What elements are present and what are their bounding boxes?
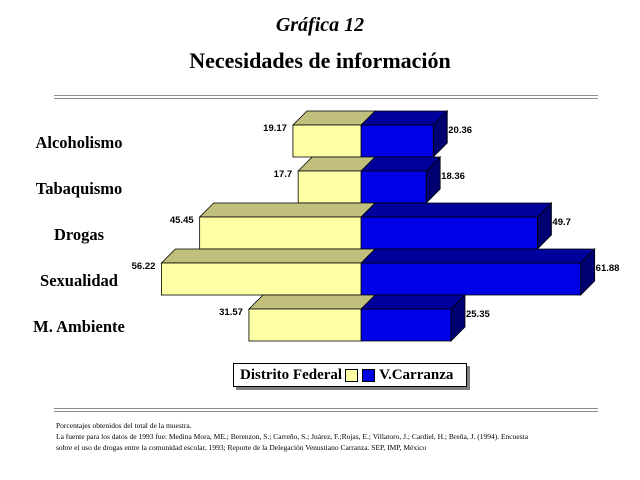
bar-distrito-federal-tabaquismo	[297, 170, 362, 204]
value-label-distrito-federal-sexualidad: 56.22	[132, 261, 156, 272]
value-label-vcarranza-alcoholismo: 20.36	[448, 125, 472, 136]
bar-vcarranza-sexualidad	[360, 262, 582, 296]
footnote-line-1: Porcentajes obtenidos del total de la mu…	[56, 421, 192, 430]
category-label-alcoholismo: Alcoholismo	[35, 133, 122, 152]
bar-top-vcarranza-alcoholismo	[360, 110, 449, 126]
bar-vcarranza-drogas	[360, 216, 538, 250]
bar-distrito-federal-m-ambiente	[248, 308, 362, 342]
bar-top-distrito-federal-m-ambiente	[247, 294, 376, 310]
bar-top-vcarranza-m-ambiente	[360, 294, 466, 310]
category-label-drogas: Drogas	[54, 225, 105, 244]
value-label-distrito-federal-drogas: 45.45	[170, 215, 194, 226]
bar-vcarranza-tabaquismo	[360, 170, 427, 204]
category-label-m-ambiente: M. Ambiente	[33, 317, 125, 336]
value-label-vcarranza-drogas: 49.7	[552, 217, 571, 228]
bar-distrito-federal-sexualidad	[161, 262, 362, 296]
bar-distrito-federal-alcoholismo	[292, 124, 362, 158]
footnote-line-2: La fuente para los datos de 1993 fue: Me…	[56, 432, 529, 441]
value-label-vcarranza-sexualidad: 61.88	[596, 263, 620, 274]
bar-top-distrito-federal-drogas	[198, 202, 376, 218]
bar-vcarranza-alcoholismo	[360, 124, 434, 158]
bottom-rule-2	[54, 411, 598, 412]
legend-label-distrito-federal: Distrito Federal	[240, 366, 343, 383]
category-label-sexualidad: Sexualidad	[40, 271, 118, 290]
value-label-vcarranza-m-ambiente: 25.35	[466, 309, 490, 320]
bar-top-vcarranza-drogas	[360, 202, 553, 218]
value-label-vcarranza-tabaquismo: 18.36	[441, 171, 465, 182]
top-rule	[54, 95, 598, 96]
chart-kicker: Gráfica 12	[275, 14, 365, 36]
bar-top-distrito-federal-tabaquismo	[297, 156, 376, 172]
bar-top-distrito-federal-sexualidad	[160, 248, 376, 264]
value-label-distrito-federal-m-ambiente: 31.57	[219, 307, 243, 318]
bar-top-distrito-federal-alcoholismo	[291, 110, 376, 126]
footnote: Porcentajes obtenidos del total de la mu…	[56, 420, 626, 453]
bar-distrito-federal-drogas	[199, 216, 362, 250]
bottom-rule	[54, 408, 598, 409]
value-label-distrito-federal-tabaquismo: 17.7	[274, 169, 293, 180]
bar-vcarranza-m-ambiente	[360, 308, 452, 342]
top-rule-2	[54, 98, 598, 99]
footnote-line-3: sobre el uso de drogas entre la comunida…	[56, 443, 427, 452]
legend-label-v-carranza: V.Carranza	[379, 366, 454, 383]
chart-title: Necesidades de información	[189, 48, 451, 73]
legend-swatch-v-carranza	[362, 368, 376, 382]
legend: Distrito Federal V.Carranza	[233, 363, 467, 387]
value-label-distrito-federal-alcoholismo: 19.17	[263, 123, 287, 134]
bar-top-vcarranza-sexualidad	[360, 248, 596, 264]
legend-swatch-distrito-federal	[345, 368, 359, 382]
category-label-tabaquismo: Tabaquismo	[36, 179, 123, 198]
